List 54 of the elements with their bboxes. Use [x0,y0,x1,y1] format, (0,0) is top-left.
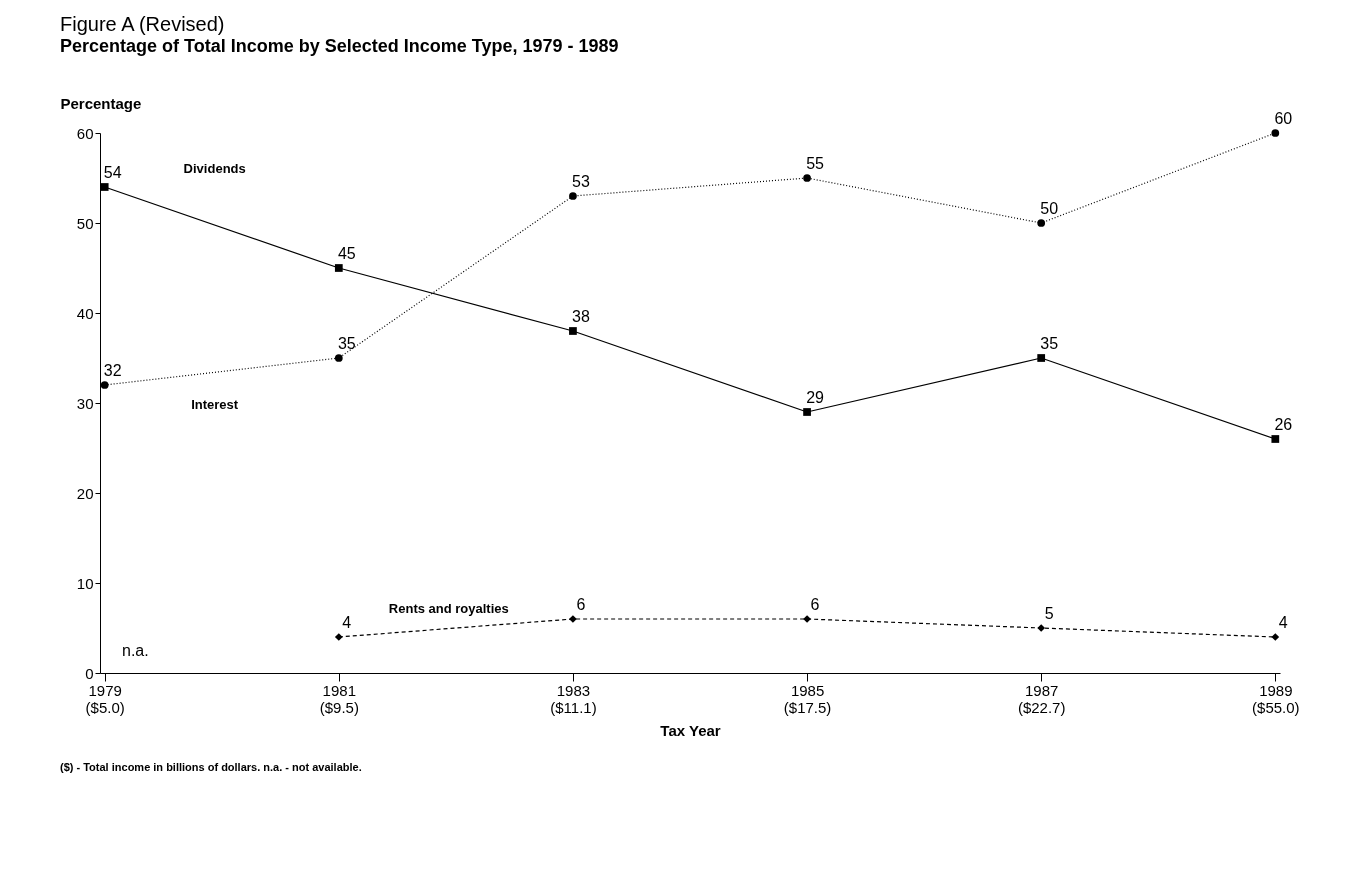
series-label: Rents and royalties [388,601,509,616]
x-axis-title: Tax Year [660,721,721,739]
point [803,174,811,182]
data-label: 29 [806,389,825,406]
data-label: 5 [1044,605,1054,622]
y-tick-label: 50 [76,214,94,232]
x-tick-label: 1979 ($5.0) [85,681,125,716]
y-axis-title: Percentage [60,94,142,112]
data-label: 53 [572,173,590,190]
point [334,264,343,272]
point [803,408,811,416]
data-label: 35 [1040,335,1059,352]
text: ($) - Total income in billions of dollars. n.a. - not available. [60,761,362,773]
x-tick-label: 1983 ($11.1) [550,681,597,716]
point [1271,129,1280,137]
point [100,183,109,191]
data-label: 38 [572,308,590,325]
y-tick-label: 20 [76,484,94,502]
point [1271,633,1280,641]
data-label: 60 [1274,110,1293,127]
point [334,633,343,641]
data-label: 4 [1278,614,1288,631]
point [334,354,343,362]
data-label: 32 [103,362,122,379]
y-tick-label: 30 [76,394,94,412]
y-tick-label: 0 [85,664,94,682]
y-tick-label: 10 [76,574,94,592]
point [1037,354,1046,362]
point [1271,435,1280,443]
x-tick-label: 1981 ($9.5) [319,681,359,716]
y-tick-label: 40 [76,304,94,322]
data-label: 50 [1040,200,1059,217]
y-tick-label: 60 [76,124,94,142]
point [1037,219,1046,227]
chart-subtitle: Percentage of Total Income by Selected Income Type, 1979 - 1989 [60,36,619,56]
point [569,192,577,200]
data-label: 26 [1274,416,1293,433]
data-label: 35 [337,335,356,352]
data-label: 6 [810,596,820,613]
point [100,381,109,389]
annotation: n.a. [122,642,149,659]
text: Dividends [183,161,246,176]
data-label: 55 [806,155,825,172]
chart-title: Figure A (Revised) [60,13,225,35]
data-label: 45 [337,245,356,262]
data-label: 54 [103,164,122,181]
point [569,327,577,335]
x-tick-label: 1989 ($55.0) [1252,681,1300,716]
x-tick-label: 1985 ($17.5) [783,681,832,716]
series-label: Interest [191,397,239,412]
data-label: 6 [576,596,586,613]
point [1037,624,1046,632]
data-label: 4 [342,614,352,631]
x-tick-label: 1987 ($22.7) [1017,681,1066,716]
